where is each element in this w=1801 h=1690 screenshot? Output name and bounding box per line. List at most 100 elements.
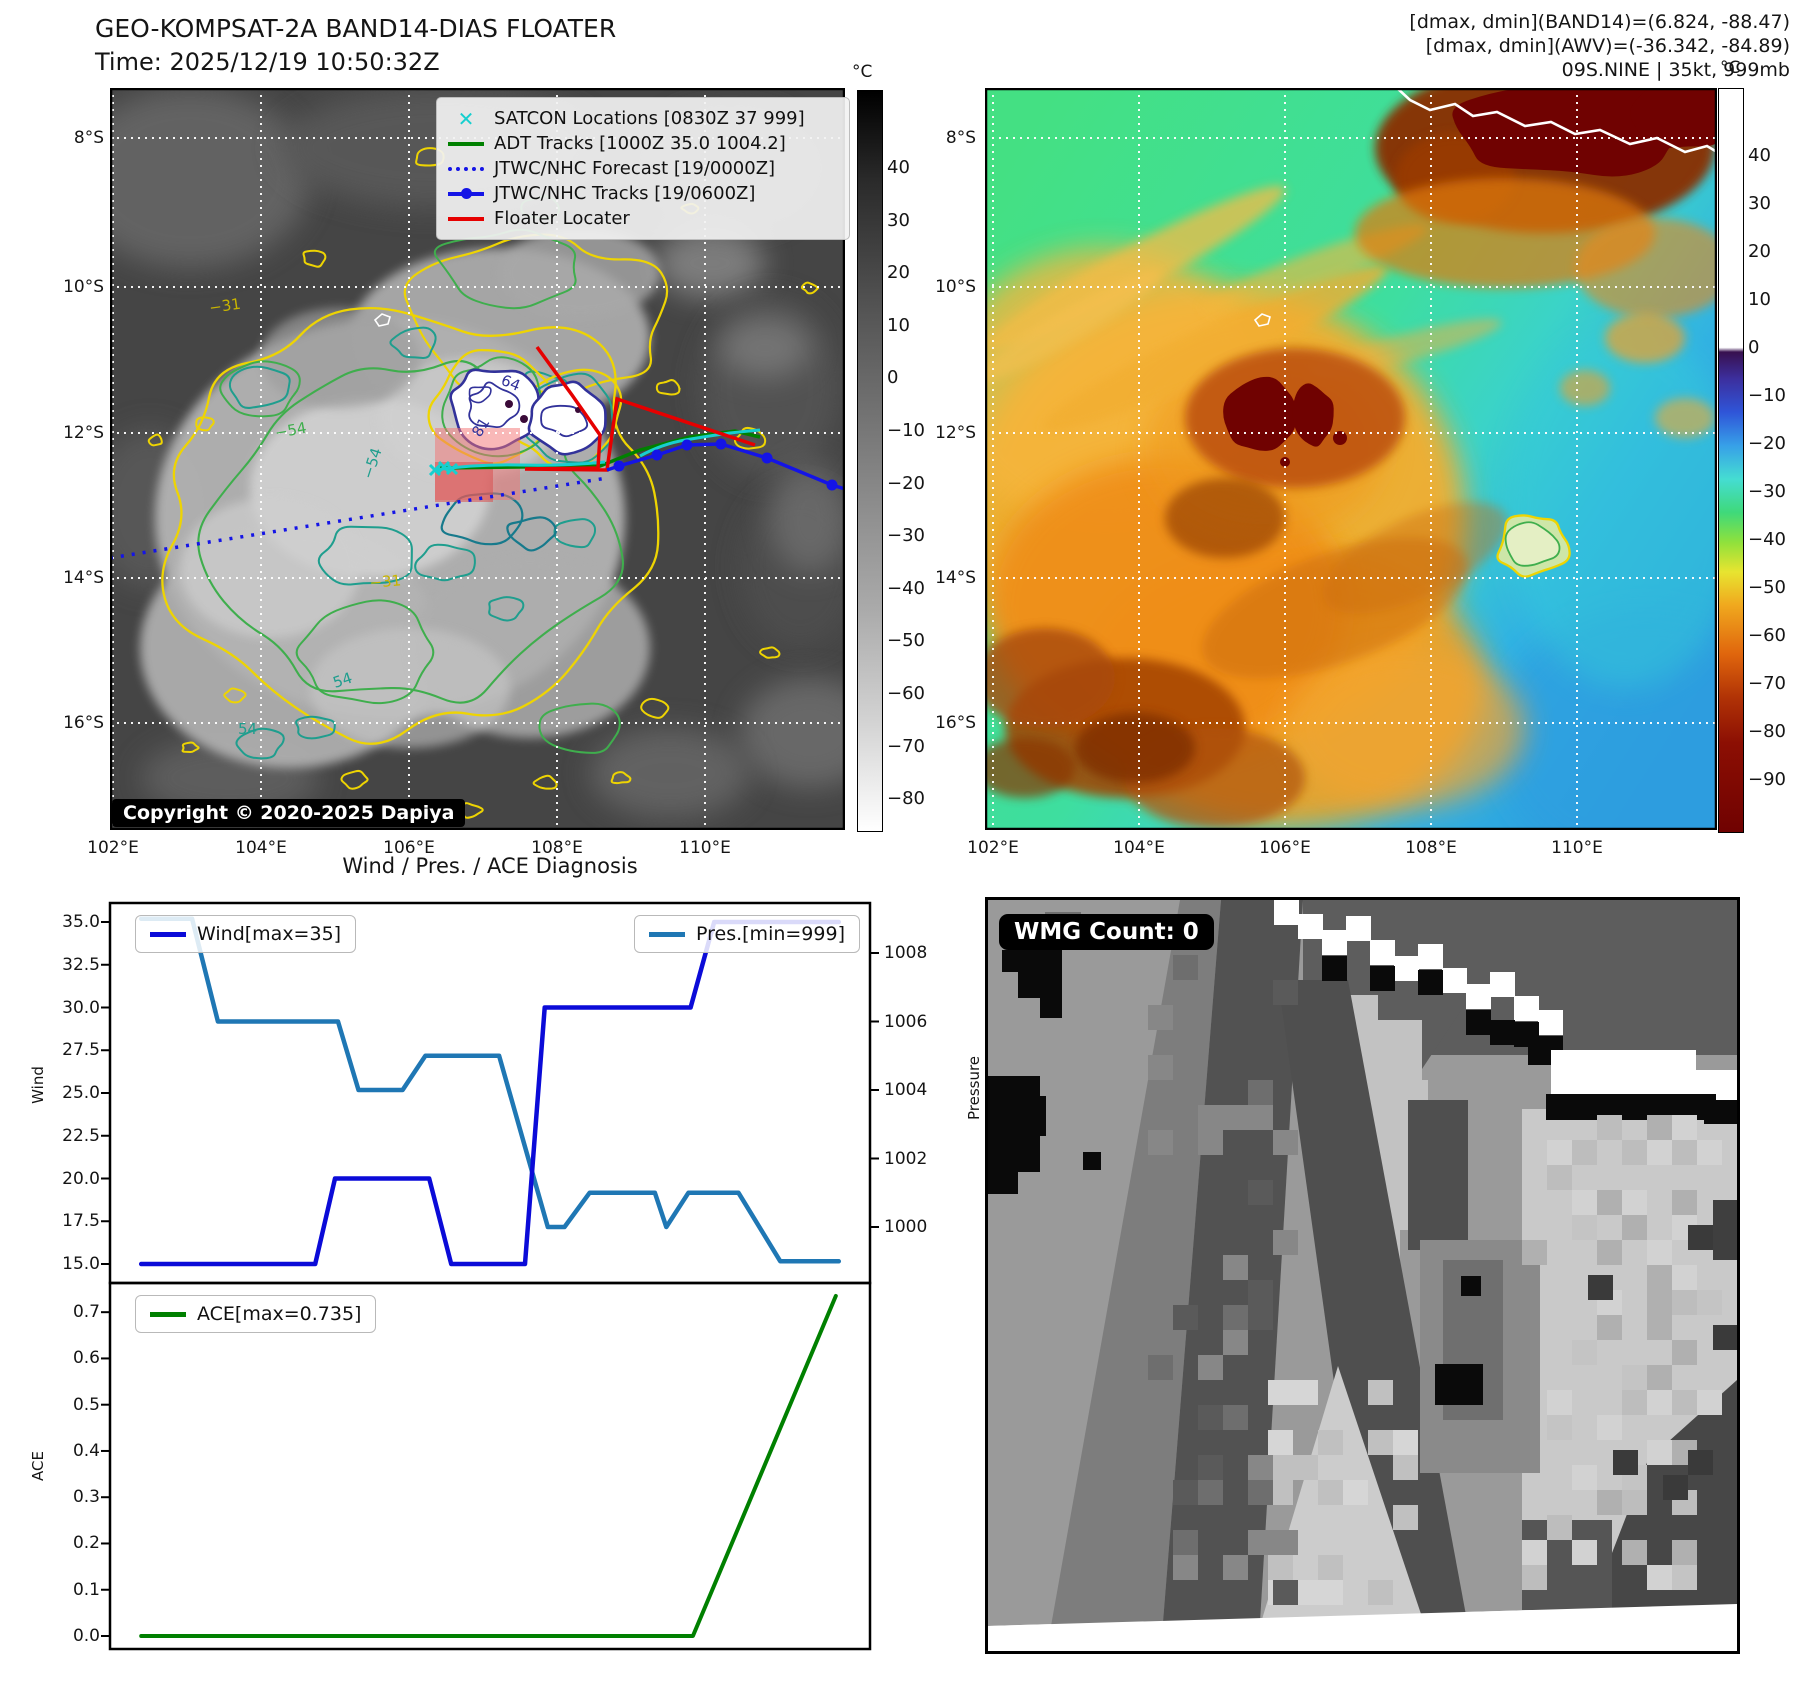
colorbar-tick-label: −90: [1748, 769, 1786, 790]
colorbar-tick-label: 20: [1748, 241, 1771, 262]
contour-label: −31: [208, 295, 242, 317]
ace-swatch-icon: [150, 1311, 186, 1317]
header-stats: [dmax, dmin](BAND14)=(6.824, -88.47) [dm…: [1409, 10, 1790, 82]
awv-colorbar: [1718, 88, 1744, 833]
colorbar-tick-label: −80: [887, 788, 925, 810]
colorbar-tick-label: −10: [1748, 385, 1786, 406]
lon-tick-label: 110°E: [679, 838, 731, 858]
wind-tick-label: 35.0: [62, 912, 100, 932]
legend-item-floater: Floater Locater: [447, 206, 839, 231]
satcon-x-icon: ✕: [457, 106, 475, 131]
wind-legend: Wind[max=35]: [135, 915, 357, 953]
track-linedot-icon: [447, 187, 485, 199]
legend-item-satcon: ✕ SATCON Locations [0830Z 37 999]: [447, 106, 839, 131]
dmax-dmin-band14: [dmax, dmin](BAND14)=(6.824, -88.47): [1409, 11, 1790, 33]
ace-tick-label: 0.1: [72, 1579, 100, 1600]
ace-tick-label: 0.2: [72, 1533, 100, 1554]
colorbar-tick-label: −60: [1748, 625, 1786, 646]
legend-label: SATCON Locations [0830Z 37 999]: [494, 108, 805, 129]
forecast-dotted-icon: [447, 166, 485, 171]
lat-tick-label: 16°S: [935, 713, 976, 733]
pres-legend-label: Pres.[min=999]: [696, 923, 845, 945]
contour-label: 64: [499, 371, 523, 395]
pres-legend: Pres.[min=999]: [634, 915, 860, 953]
colorbar-tick-label: 0: [1748, 337, 1760, 358]
wmg-count-badge: WMG Count: 0: [999, 914, 1214, 950]
colorbar-tick-label: −30: [887, 525, 925, 547]
lon-tick-label: 108°E: [531, 838, 583, 858]
copyright-badge: Copyright © 2020-2025 Dapiya: [112, 799, 466, 827]
colorbar-tick-label: 30: [1748, 193, 1771, 214]
storm-id-intensity: 09S.NINE | 35kt, 999mb: [1561, 59, 1790, 81]
lon-tick-label: 104°E: [235, 838, 287, 858]
ace-tick-label: 0.6: [72, 1348, 100, 1369]
legend-label: ADT Tracks [1000Z 35.0 1004.2]: [494, 133, 786, 154]
ace-legend-label: ACE[max=0.735]: [197, 1303, 362, 1325]
wind-tick-label: 25.0: [62, 1083, 100, 1103]
colorbar-tick-label: −10: [887, 420, 925, 441]
diagnosis-title: Wind / Pres. / ACE Diagnosis: [342, 854, 638, 878]
lat-tick-label: 12°S: [63, 423, 104, 443]
lon-tick-label: 106°E: [1259, 838, 1311, 858]
lon-tick-label: 104°E: [1113, 838, 1165, 858]
colorbar-tick-label: −50: [887, 630, 925, 652]
legend-item-adt: ADT Tracks [1000Z 35.0 1004.2]: [447, 131, 839, 156]
colorbar-tick-label: 10: [887, 314, 910, 336]
ace-tick-label: 0.5: [72, 1394, 100, 1415]
band14-colorbar: [857, 90, 883, 832]
colorbar-tick-label: −50: [1748, 577, 1786, 598]
lon-tick-label: 106°E: [383, 838, 435, 858]
colorbar-tick-label: −60: [887, 683, 925, 704]
pres-swatch-icon: [649, 931, 685, 937]
colorbar-tick-label: −30: [1748, 481, 1786, 502]
lat-tick-label: 10°S: [935, 277, 976, 297]
wind-tick-label: 17.5: [62, 1211, 100, 1232]
wind-legend-label: Wind[max=35]: [197, 923, 342, 945]
colorbar-tick-label: 20: [887, 262, 910, 284]
map-legend: ✕ SATCON Locations [0830Z 37 999] ADT Tr…: [436, 97, 850, 240]
ace-tick-label: 0.3: [72, 1487, 100, 1508]
floater-line-icon: [447, 216, 485, 221]
colorbar-unit-right: °C: [1720, 58, 1741, 78]
ace-tick-label: 0.7: [72, 1302, 100, 1323]
pressure-tick-label: 1000: [884, 1217, 928, 1237]
colorbar-unit-left: °C: [852, 62, 873, 82]
lon-tick-label: 108°E: [1405, 838, 1457, 858]
ace-tick-label: 0.4: [72, 1440, 100, 1461]
wind-swatch-icon: [150, 931, 186, 937]
ace-tick-label: 0.0: [72, 1626, 100, 1646]
pressure-tick-label: 1004: [884, 1080, 928, 1100]
wind-tick-label: 32.5: [62, 954, 100, 975]
legend-label: JTWC/NHC Tracks [19/0600Z]: [494, 183, 756, 204]
wind-tick-label: 30.0: [62, 997, 100, 1018]
colorbar-tick-label: 10: [1748, 289, 1771, 310]
lon-tick-label: 102°E: [87, 838, 139, 858]
dmax-dmin-awv: [dmax, dmin](AWV)=(-36.342, -84.89): [1425, 35, 1790, 57]
wmg-pixel-panel: [985, 897, 1740, 1654]
pressure-tick-label: 1008: [884, 943, 928, 963]
colorbar-tick-label: −20: [1748, 433, 1786, 454]
lon-tick-label: 110°E: [1551, 838, 1603, 858]
pressure-axis-label: Pressure: [965, 1055, 983, 1121]
colorbar-tick-label: −70: [887, 735, 925, 757]
ace-chart: [101, 1281, 872, 1651]
legend-item-forecast: JTWC/NHC Forecast [19/0000Z]: [447, 156, 839, 181]
lat-tick-label: 14°S: [63, 568, 104, 588]
lat-tick-label: 14°S: [935, 568, 976, 588]
colorbar-tick-label: −70: [1748, 673, 1786, 694]
contour-label: 54: [238, 720, 257, 738]
wind-tick-label: 15.0: [62, 1254, 100, 1274]
colorbar-tick-label: −80: [1748, 721, 1786, 742]
colorbar-tick-label: 30: [887, 209, 910, 231]
colorbar-tick-label: 0: [887, 367, 899, 389]
timestamp: Time: 2025/12/19 10:50:32Z: [95, 48, 440, 76]
wind-tick-label: 22.5: [62, 1125, 100, 1146]
lat-tick-label: 10°S: [63, 277, 104, 297]
lat-tick-label: 16°S: [63, 713, 104, 733]
legend-label: JTWC/NHC Forecast [19/0000Z]: [494, 158, 776, 179]
adt-line-icon: [447, 141, 485, 146]
wind-tick-label: 20.0: [62, 1168, 100, 1189]
lat-tick-label: 12°S: [935, 423, 976, 443]
colorbar-tick-label: −40: [887, 577, 925, 599]
